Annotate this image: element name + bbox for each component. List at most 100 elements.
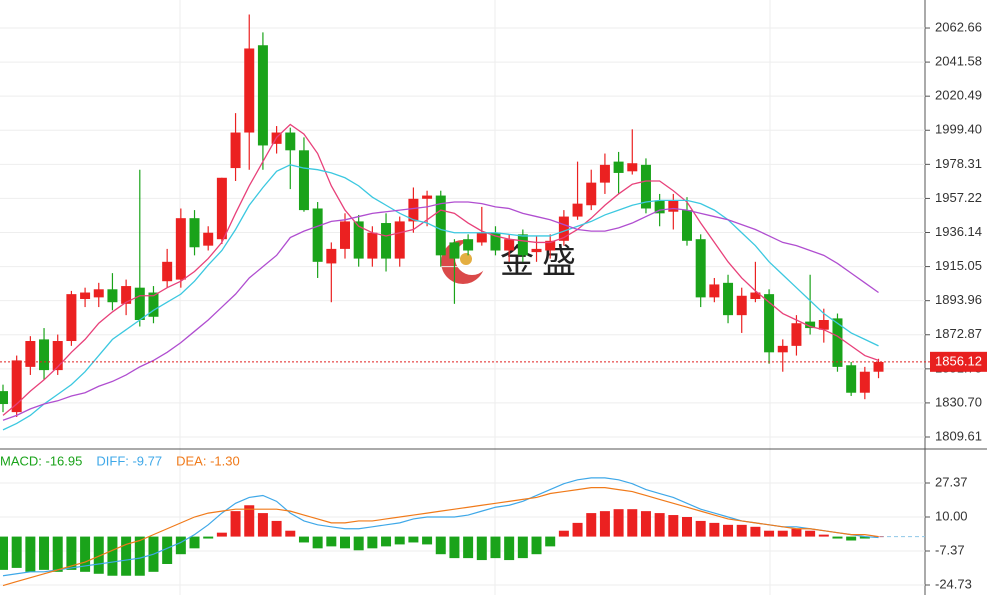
candle-body — [490, 232, 501, 251]
candle-body — [66, 294, 77, 342]
macd-bar — [175, 536, 186, 555]
candle-body — [723, 282, 734, 316]
candle-body — [25, 341, 36, 367]
candle-body — [121, 286, 132, 304]
macd-bar — [394, 536, 405, 545]
macd-bar — [381, 536, 392, 547]
candle-body — [818, 320, 829, 330]
candle-body — [627, 163, 638, 172]
macd-bar — [257, 513, 268, 537]
y-tick-label: 1893.96 — [935, 292, 982, 307]
macd-bar — [859, 536, 870, 539]
candle-body — [353, 221, 364, 259]
macd-bar — [627, 509, 638, 537]
candle-body — [381, 223, 392, 259]
macd-bar — [107, 536, 118, 576]
candle-body — [750, 292, 761, 299]
macd-bar — [353, 536, 364, 551]
candle-body — [394, 221, 405, 259]
macd-bar — [463, 536, 474, 559]
candle-body — [599, 164, 610, 183]
macd-bar — [312, 536, 323, 549]
macd-bar — [682, 517, 692, 537]
candle-body — [654, 200, 665, 214]
legend-entry: DIFF: -9.77 — [96, 453, 162, 468]
candle-body — [340, 221, 350, 249]
macd-bar — [558, 530, 569, 537]
macd-bar — [640, 511, 651, 537]
y-tick-label: 1936.14 — [935, 224, 982, 239]
macd-bar — [599, 511, 610, 537]
macd-bar — [832, 536, 843, 539]
candle-body — [832, 318, 843, 367]
candle-body — [80, 292, 91, 299]
last-price-label: 1856.12 — [935, 353, 982, 368]
macd-bar — [230, 511, 241, 537]
candle-body — [873, 362, 884, 372]
candle-body — [668, 200, 679, 212]
macd-bar — [52, 536, 63, 572]
indicator-line — [2, 477, 879, 577]
macd-bar — [504, 536, 515, 561]
macd-bar — [367, 536, 378, 549]
macd-bar — [818, 534, 829, 537]
macd-bar — [654, 513, 665, 537]
candle-body — [586, 182, 597, 206]
y-tick-label: 1915.05 — [935, 258, 982, 273]
candle-body — [408, 198, 419, 222]
macd-bar — [93, 536, 104, 574]
y-tick-label: -7.37 — [935, 542, 965, 557]
candle-body — [449, 242, 460, 259]
macd-bar — [805, 530, 816, 537]
candle-body — [791, 323, 802, 346]
macd-bar — [490, 536, 501, 559]
y-tick-label: 2041.58 — [935, 54, 982, 69]
macd-bar — [668, 515, 679, 537]
macd-bar — [0, 536, 8, 570]
candle-body — [558, 216, 569, 241]
candle-body — [504, 239, 515, 251]
y-tick-label: 1957.22 — [935, 190, 982, 205]
macd-bar — [572, 522, 583, 537]
y-tick-label: 1872.87 — [935, 326, 982, 341]
macd-bar — [723, 524, 734, 537]
macd-bar — [791, 528, 802, 537]
candle-body — [777, 345, 788, 353]
macd-bar — [873, 536, 884, 538]
macd-bar — [736, 524, 747, 537]
macd-bar — [11, 536, 22, 568]
candle-body — [11, 360, 22, 413]
y-tick-label: 2062.66 — [935, 19, 982, 34]
candle-body — [463, 239, 474, 251]
candle-body — [298, 150, 309, 211]
candle-body — [162, 261, 173, 282]
candle-body — [230, 132, 241, 169]
macd-bar — [80, 536, 91, 572]
macd-bar — [517, 536, 528, 559]
macd-bar — [340, 536, 350, 549]
candle-body — [107, 289, 118, 303]
candle-body — [846, 365, 857, 393]
candle-body — [39, 339, 50, 371]
candle-body — [531, 248, 542, 253]
macd-bar — [750, 526, 761, 537]
candle-body — [736, 295, 747, 316]
candle-body — [93, 289, 104, 298]
macd-bar — [586, 513, 597, 537]
candle-body — [682, 210, 692, 241]
macd-bar — [216, 532, 227, 537]
candle-body — [257, 45, 268, 146]
candle-body — [244, 48, 255, 133]
y-tick-label: 2020.49 — [935, 88, 982, 103]
candle-body — [859, 371, 870, 393]
last-price-box — [930, 351, 987, 372]
macd-bar — [545, 536, 556, 547]
indicator-line — [2, 201, 879, 421]
macd-bar — [271, 520, 282, 537]
macd-bar — [298, 536, 309, 543]
indicator-line — [2, 487, 879, 587]
candle-body — [613, 161, 624, 173]
candle-body — [175, 218, 186, 280]
